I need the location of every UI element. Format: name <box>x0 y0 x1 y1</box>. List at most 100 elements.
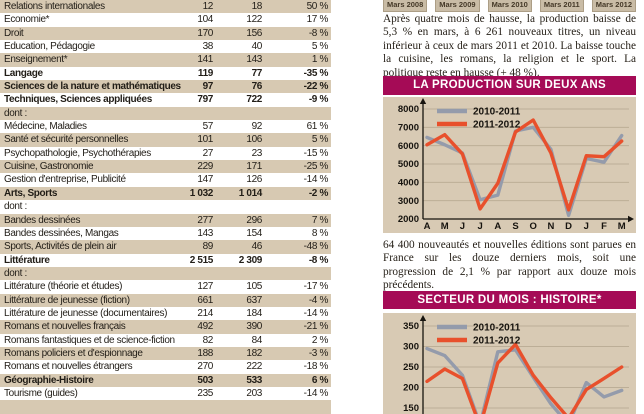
table-row: Littérature 2 515 2 309 -8 % <box>0 254 331 267</box>
table-row: Littérature (théorie et études) 127 105 -17… <box>0 280 331 293</box>
x-tick-label: S <box>512 221 518 232</box>
row-label: Economie* <box>4 14 50 26</box>
row-value: 8 % <box>311 227 329 239</box>
summary-paragraph: 64 400 nouveautés et nouvelles éditions … <box>383 239 636 292</box>
row-value: 503 <box>197 374 213 386</box>
table-row: Arts, Sports 1 032 1 014 -2 % <box>0 186 331 201</box>
y-tick-label: 150 <box>403 403 419 414</box>
row-value: -14 % <box>303 387 329 399</box>
table-row: Romans et nouvelles français 492 390 -21 % <box>0 320 331 334</box>
y-tick-label: 2000 <box>398 214 419 225</box>
table-row: dont : <box>0 266 331 281</box>
row-value: -25 % <box>303 161 329 173</box>
section-title-production: LA PRODUCTION SUR DEUX ANS <box>383 76 636 95</box>
row-value: 5 % <box>311 41 329 53</box>
row-value: -21 % <box>303 321 329 333</box>
histoire-chart-svg: 150200250300350AMJJASONDJFM2010-20112011… <box>403 315 629 414</box>
row-value: 2 515 <box>189 254 214 266</box>
row-value: 1 014 <box>238 187 263 199</box>
row-label: Sciences de la nature et mathématiques <box>4 81 181 93</box>
row-value: 50 % <box>306 1 329 12</box>
row-value: 170 <box>197 27 213 39</box>
row-value <box>178 400 213 413</box>
series-line-2010-2011 <box>425 346 624 414</box>
y-axis-arrow-icon <box>419 315 427 321</box>
row-value: -14 % <box>303 174 329 186</box>
tab-mars-2012[interactable]: Mars 2012 <box>591 0 636 12</box>
row-value: 12 <box>202 1 214 12</box>
row-value: 57 <box>202 121 214 133</box>
table-row: Littérature de jeunesse (fiction) 661 637 -… <box>0 293 331 307</box>
row-value: 2 309 <box>238 254 263 266</box>
table-row: Droit 170 156 -8 % <box>0 26 331 41</box>
row-value: 7 % <box>311 214 329 226</box>
table-row: Géographie-Histoire 503 533 6 % <box>0 373 331 387</box>
row-value <box>213 200 262 214</box>
row-value: 46 <box>251 241 263 253</box>
row-label: Romans et nouvelles français <box>4 321 126 333</box>
x-tick-label: J <box>477 221 482 232</box>
row-value: 1 032 <box>189 187 214 199</box>
row-value: 61 % <box>306 121 329 133</box>
table-row: Techniques, Sciences appliquées 797 722 -9 … <box>0 93 331 106</box>
table-row: dont : <box>0 106 331 121</box>
series-line-2011-2012 <box>425 342 624 414</box>
tab-mars-2008[interactable]: Mars 2008 <box>383 0 428 12</box>
row-label: Romans et nouvelles étrangers <box>4 361 133 373</box>
row-value: 492 <box>197 321 213 333</box>
row-label: Bandes dessinées, Mangas <box>4 227 119 239</box>
tab-mars-2009[interactable]: Mars 2009 <box>435 0 480 12</box>
row-value: 661 <box>197 294 213 306</box>
table-row: Bandes dessinées 277 296 7 % <box>0 213 331 227</box>
table-row: Psychopathologie, Psychothérapies 27 23 -15… <box>0 147 331 160</box>
row-value: 101 <box>197 134 213 146</box>
row-value <box>178 200 213 214</box>
x-tick-label: A <box>424 221 431 232</box>
y-tick-label: 3000 <box>398 196 419 207</box>
row-label: Relations internationales <box>4 1 105 12</box>
right-panel: Mars 2008 Mars 2009 Mars 2010 Mars 2011 Mars… <box>383 0 636 414</box>
row-value: 141 <box>197 54 213 66</box>
row-value: 533 <box>246 374 262 386</box>
row-value: 38 <box>202 41 214 53</box>
row-label: Enseignement* <box>4 54 68 66</box>
tab-mars-2010[interactable]: Mars 2010 <box>487 0 532 12</box>
x-axis-arrow-icon <box>628 215 634 223</box>
x-tick-label: O <box>530 221 537 232</box>
row-label: Santé et sécurité personnelles <box>4 134 129 146</box>
row-value: 637 <box>246 294 262 306</box>
row-value: 171 <box>246 161 262 173</box>
production-table: Relations internationales 12 18 50 % Economi… <box>0 0 331 414</box>
table-row: Cuisine, Gastronomie 229 171 -25 % <box>0 160 331 174</box>
row-value: 77 <box>251 67 263 79</box>
tab-mars-2011[interactable]: Mars 2011 <box>539 0 584 12</box>
row-label: Médecine, Maladies <box>4 121 87 133</box>
row-value <box>213 107 262 121</box>
row-value <box>262 267 328 281</box>
table-row: Littérature de jeunesse (documentaires) 2… <box>0 307 331 320</box>
x-tick-label: J <box>460 221 465 232</box>
row-value: -4 % <box>308 294 329 306</box>
y-axis-arrow-icon <box>419 98 427 104</box>
row-label: Littérature de jeunesse (documentaires) <box>4 307 168 319</box>
series-line-2011-2012 <box>425 118 624 212</box>
row-value: 188 <box>197 347 213 359</box>
y-tick-label: 350 <box>403 321 419 332</box>
y-tick-label: 200 <box>403 383 419 394</box>
row-label: Romans policiers et d'espionnage <box>4 347 143 359</box>
row-label: Bandes dessinées <box>4 214 81 226</box>
table-row: Economie* 104 122 17 % <box>0 13 331 26</box>
table-row: Tourisme (guides) 235 203 -14 % <box>0 387 331 400</box>
table-row: Langage 119 77 -35 % <box>0 67 331 80</box>
row-value <box>262 400 328 413</box>
table-row: Enseignement* 141 143 1 % <box>0 53 331 67</box>
x-tick-label: J <box>584 221 589 232</box>
table-row: Education, Pédagogie 38 40 5 % <box>0 40 331 53</box>
row-value: 235 <box>197 387 213 399</box>
row-value: -17 % <box>303 281 329 293</box>
row-value: -14 % <box>303 307 329 319</box>
x-tick-label: F <box>601 221 607 232</box>
row-value: -9 % <box>308 94 329 106</box>
histoire-chart: 150200250300350AMJJASONDJFM2010-20112011… <box>383 313 636 414</box>
